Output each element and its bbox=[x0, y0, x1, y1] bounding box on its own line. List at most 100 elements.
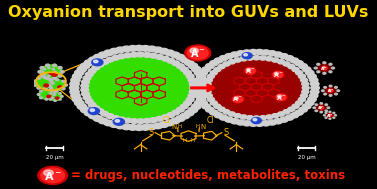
Circle shape bbox=[210, 61, 218, 66]
Circle shape bbox=[196, 97, 206, 102]
Circle shape bbox=[198, 77, 207, 83]
Text: 20 μm: 20 μm bbox=[298, 155, 316, 160]
Circle shape bbox=[290, 113, 299, 118]
Circle shape bbox=[272, 114, 279, 118]
Circle shape bbox=[236, 51, 245, 56]
Circle shape bbox=[202, 55, 310, 121]
Circle shape bbox=[186, 97, 194, 102]
Circle shape bbox=[187, 46, 208, 59]
Circle shape bbox=[199, 89, 208, 95]
Text: N: N bbox=[201, 124, 206, 130]
Circle shape bbox=[176, 107, 184, 112]
Circle shape bbox=[285, 56, 294, 61]
Circle shape bbox=[49, 78, 52, 81]
Circle shape bbox=[194, 70, 204, 76]
Circle shape bbox=[292, 104, 299, 108]
Circle shape bbox=[52, 73, 57, 76]
Circle shape bbox=[51, 82, 54, 84]
Circle shape bbox=[153, 47, 162, 53]
Circle shape bbox=[40, 90, 42, 92]
Circle shape bbox=[272, 71, 284, 78]
Circle shape bbox=[302, 104, 311, 109]
Circle shape bbox=[44, 84, 49, 87]
Circle shape bbox=[128, 46, 137, 51]
Circle shape bbox=[295, 110, 303, 115]
Circle shape bbox=[192, 66, 201, 72]
Circle shape bbox=[44, 170, 53, 176]
Circle shape bbox=[72, 97, 82, 102]
Circle shape bbox=[285, 115, 294, 120]
Circle shape bbox=[180, 67, 188, 72]
Circle shape bbox=[124, 53, 132, 58]
Circle shape bbox=[70, 85, 79, 91]
Circle shape bbox=[71, 93, 80, 98]
Circle shape bbox=[161, 115, 169, 119]
Circle shape bbox=[54, 71, 56, 73]
Circle shape bbox=[170, 52, 180, 58]
Circle shape bbox=[276, 94, 286, 100]
Circle shape bbox=[290, 58, 299, 63]
Circle shape bbox=[81, 63, 90, 69]
Circle shape bbox=[75, 100, 84, 106]
Circle shape bbox=[34, 77, 53, 89]
Text: Oxyanion transport into GUVs and LUVs: Oxyanion transport into GUVs and LUVs bbox=[8, 5, 369, 20]
Circle shape bbox=[199, 100, 207, 105]
Circle shape bbox=[288, 107, 295, 111]
Circle shape bbox=[262, 50, 270, 55]
Circle shape bbox=[328, 114, 331, 116]
Circle shape bbox=[253, 116, 260, 120]
Circle shape bbox=[37, 77, 40, 79]
Circle shape bbox=[180, 113, 190, 119]
Circle shape bbox=[180, 104, 188, 109]
Circle shape bbox=[49, 99, 52, 100]
Circle shape bbox=[230, 119, 239, 124]
Circle shape bbox=[299, 107, 307, 112]
Circle shape bbox=[88, 69, 96, 73]
Circle shape bbox=[50, 80, 53, 82]
Circle shape bbox=[156, 55, 164, 59]
Circle shape bbox=[186, 74, 194, 79]
Circle shape bbox=[323, 115, 325, 116]
Circle shape bbox=[38, 71, 42, 73]
Circle shape bbox=[189, 82, 197, 86]
Circle shape bbox=[302, 90, 309, 94]
Circle shape bbox=[292, 67, 299, 72]
Circle shape bbox=[89, 57, 98, 63]
Circle shape bbox=[335, 93, 337, 95]
Circle shape bbox=[170, 118, 180, 124]
Circle shape bbox=[167, 113, 175, 117]
Circle shape bbox=[110, 122, 119, 127]
Circle shape bbox=[283, 62, 290, 66]
Circle shape bbox=[328, 89, 333, 92]
Circle shape bbox=[50, 88, 53, 90]
Circle shape bbox=[130, 52, 138, 57]
Circle shape bbox=[70, 89, 79, 95]
Circle shape bbox=[199, 81, 208, 87]
Circle shape bbox=[75, 70, 84, 76]
Circle shape bbox=[89, 57, 190, 119]
Circle shape bbox=[49, 72, 52, 74]
Circle shape bbox=[43, 68, 55, 76]
Circle shape bbox=[167, 58, 175, 63]
Circle shape bbox=[185, 45, 211, 61]
Circle shape bbox=[299, 74, 305, 78]
Circle shape bbox=[41, 168, 64, 183]
Circle shape bbox=[329, 111, 331, 112]
Circle shape bbox=[255, 50, 264, 55]
Circle shape bbox=[234, 97, 238, 99]
Circle shape bbox=[320, 103, 322, 104]
Circle shape bbox=[325, 87, 337, 94]
Circle shape bbox=[188, 63, 198, 69]
Circle shape bbox=[266, 115, 273, 119]
Circle shape bbox=[205, 78, 212, 82]
Circle shape bbox=[268, 51, 276, 56]
Circle shape bbox=[101, 60, 109, 64]
Circle shape bbox=[52, 74, 54, 75]
Circle shape bbox=[315, 104, 317, 105]
Text: S: S bbox=[148, 128, 153, 137]
Circle shape bbox=[128, 125, 137, 130]
Circle shape bbox=[159, 48, 169, 54]
Circle shape bbox=[320, 107, 321, 108]
Circle shape bbox=[61, 96, 63, 97]
Circle shape bbox=[295, 61, 303, 66]
